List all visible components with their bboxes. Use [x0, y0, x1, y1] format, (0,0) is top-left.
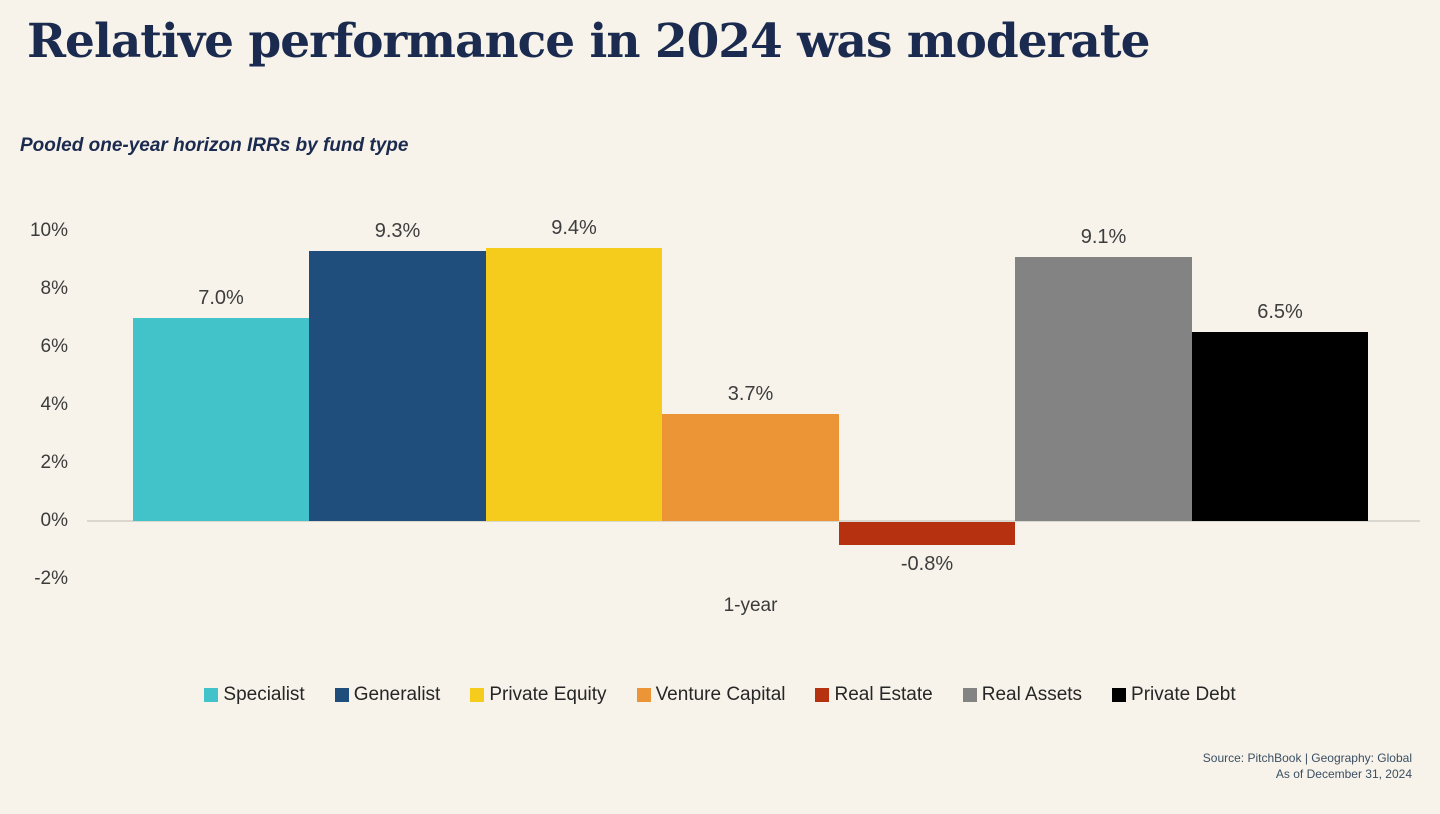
legend-label: Private Equity: [489, 684, 607, 705]
legend-label: Venture Capital: [655, 684, 786, 705]
legend-swatch-icon: [334, 688, 349, 702]
x-axis-group-label: 1-year: [723, 595, 778, 616]
legend-label: Generalist: [353, 684, 441, 705]
bar-value-label-specialist: 7.0%: [198, 287, 244, 309]
bar-value-label-generalist: 9.3%: [374, 220, 421, 242]
bar-value-label-real-estate: -0.8%: [900, 553, 954, 575]
legend-item-private-debt: Private Debt: [1112, 684, 1236, 706]
source-line-2: As of December 31, 2024: [1275, 767, 1412, 781]
chart-legend: Specialist Generalist Private Equity Ventur…: [0, 684, 1440, 706]
source-note: Source: PitchBook | Geography: Global As…: [1203, 750, 1412, 782]
legend-swatch-icon: [1112, 688, 1127, 702]
legend-swatch-icon: [470, 688, 485, 702]
legend-item-venture-capital: Venture Capital: [636, 684, 786, 706]
legend-swatch-icon: [204, 688, 219, 702]
legend-item-specialist: Specialist: [204, 684, 305, 706]
bar-real-assets: [1015, 257, 1192, 521]
legend-item-private-equity: Private Equity: [470, 684, 607, 706]
legend-label: Real Estate: [834, 684, 933, 705]
y-tick-label--2: -2%: [34, 568, 68, 589]
legend-label: Specialist: [223, 684, 305, 705]
bar-venture-capital: [662, 414, 839, 521]
y-tick-label-6: 6%: [40, 336, 68, 357]
y-tick-label-10: 10%: [29, 220, 68, 241]
bar-generalist: [309, 251, 486, 521]
chart-subtitle: Pooled one-year horizon IRRs by fund typ…: [20, 135, 409, 156]
y-tick-label-0: 0%: [40, 510, 68, 531]
bar-value-label-venture-capital: 3.7%: [727, 383, 774, 405]
bar-real-estate: [839, 522, 1015, 545]
legend-item-real-estate: Real Estate: [815, 684, 933, 706]
legend-swatch-icon: [962, 688, 977, 702]
legend-label: Private Debt: [1131, 684, 1236, 705]
y-tick-label-4: 4%: [40, 394, 68, 415]
y-tick-label-8: 8%: [40, 278, 68, 299]
legend-swatch-icon: [815, 688, 830, 702]
source-line-1: Source: PitchBook | Geography: Global: [1202, 751, 1412, 765]
bar-value-label-private-equity: 9.4%: [551, 217, 597, 239]
bar-private-equity: [486, 248, 662, 521]
legend-item-generalist: Generalist: [334, 684, 441, 706]
bar-private-debt: [1192, 332, 1368, 521]
x-axis-line: [87, 520, 1420, 522]
y-tick-label-2: 2%: [40, 452, 68, 473]
page-title: Relative performance in 2024 was moderat…: [27, 14, 1150, 69]
legend-swatch-icon: [636, 688, 651, 702]
bar-value-label-private-debt: 6.5%: [1257, 301, 1303, 323]
legend-label: Real Assets: [981, 684, 1083, 705]
bar-specialist: [133, 318, 309, 521]
legend-item-real-assets: Real Assets: [962, 684, 1083, 706]
bar-value-label-real-assets: 9.1%: [1080, 226, 1127, 248]
